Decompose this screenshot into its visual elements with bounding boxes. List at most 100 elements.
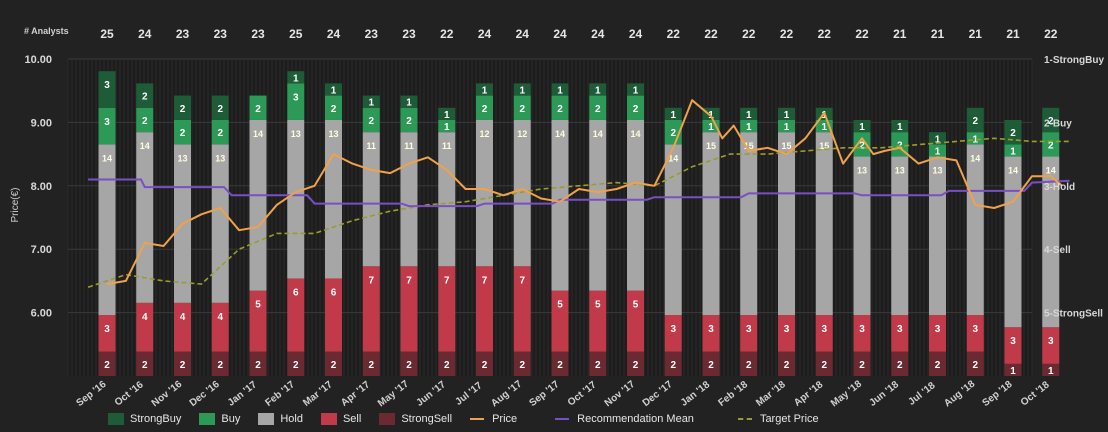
bar-strongbuy [362, 95, 380, 108]
bar-label-strongbuy: 2 [972, 116, 978, 127]
legend-buy[interactable]: Buy [199, 413, 240, 425]
bar-hold [249, 119, 267, 291]
legend-recommendation-mean[interactable]: Recommendation Mean [555, 413, 694, 425]
bar-buy [325, 95, 342, 120]
bar-label-sell: 3 [821, 324, 827, 335]
recommendation-axis-label: 1-StrongBuy [1044, 55, 1104, 66]
bar-hold [589, 119, 607, 291]
bar-sell [891, 315, 909, 352]
legend-strongbuy[interactable]: StrongBuy [108, 413, 181, 425]
bar-sell [438, 266, 456, 352]
bar-strongsell [589, 351, 607, 376]
bar-label-strongbuy: 2 [180, 104, 186, 115]
legend-line-price [470, 418, 485, 420]
bar-buy [929, 144, 946, 157]
bar-label-hold: 14 [1008, 166, 1018, 176]
bar-hold [513, 119, 531, 267]
analyst-count: 25 [289, 27, 303, 41]
bar-sell [627, 290, 644, 352]
bar-label-strongsell: 2 [897, 360, 903, 371]
bar-label-strongsell: 2 [368, 360, 374, 371]
bar-label-buy: 1 [972, 134, 978, 145]
legend-price[interactable]: Price [470, 413, 517, 425]
analyst-count: 24 [478, 27, 492, 41]
bar-hold [778, 132, 795, 316]
bar-strongsell [815, 351, 833, 376]
bar-hold [1004, 156, 1022, 328]
bar-strongsell [702, 351, 720, 376]
bar-hold [891, 156, 909, 316]
bar-label-hold: 11 [366, 141, 376, 151]
bar-strongsell [438, 351, 456, 376]
x-tick-label: Oct '18 [1019, 379, 1052, 408]
bar-buy [627, 95, 644, 120]
bar-sell [287, 278, 305, 352]
legend-label-buy: Buy [221, 413, 241, 425]
analyst-count: 23 [176, 27, 190, 41]
x-tick-label: Feb '17 [263, 379, 297, 409]
bar-buy [438, 119, 456, 133]
bar-label-hold: 13 [932, 166, 942, 176]
bar-label-buy: 1 [935, 146, 941, 157]
analysts-count-title: # Analysts [24, 26, 69, 36]
bar-label-strongsell: 2 [557, 360, 563, 371]
bar-label-strongsell: 2 [180, 360, 186, 371]
bar-strongsell [249, 351, 267, 376]
bar-buy [136, 107, 154, 133]
bar-strongbuy [476, 83, 493, 96]
bar-label-buy: 2 [406, 116, 412, 127]
bar-label-hold: 13 [857, 166, 867, 176]
bar-strongsell [853, 351, 871, 376]
legend-strongsell[interactable]: StrongSell [379, 413, 452, 425]
bar-label-strongsell: 2 [784, 360, 790, 371]
legend-sell[interactable]: Sell [320, 413, 362, 425]
bar-buy [98, 107, 116, 145]
bar-label-strongbuy: 1 [557, 85, 563, 96]
legend-label-sell: Sell [342, 413, 362, 425]
bar-label-sell: 3 [746, 324, 752, 335]
analyst-count: 22 [440, 27, 454, 41]
bar-label-strongsell: 1 [1010, 366, 1016, 377]
bar-label-strongbuy: 1 [746, 110, 752, 121]
analyst-count: 22 [704, 27, 718, 41]
bar-label-sell: 3 [670, 324, 676, 335]
bar-label-hold: 14 [593, 129, 603, 139]
bar-label-strongbuy: 1 [293, 73, 299, 84]
bar-label-hold: 14 [140, 141, 150, 151]
bar-strongsell [211, 351, 229, 376]
bar-strongsell [476, 351, 493, 376]
bar-label-hold: 13 [177, 153, 187, 163]
bar-label-hold: 12 [479, 129, 489, 139]
bar-label-hold: 13 [328, 129, 338, 139]
bar-buy [778, 119, 795, 133]
bar-hold [287, 119, 305, 279]
bar-strongsell [778, 351, 795, 376]
bar-label-strongsell: 2 [519, 360, 525, 371]
bar-label-sell: 6 [331, 287, 337, 298]
bar-label-strongbuy: 1 [331, 85, 337, 96]
bar-hold [627, 119, 644, 291]
bar-label-buy: 2 [142, 116, 148, 127]
bar-label-sell: 3 [784, 324, 790, 335]
x-tick-label: Aug '17 [489, 378, 524, 409]
bar-label-sell: 7 [482, 275, 488, 286]
bar-label-hold: 15 [744, 141, 754, 151]
analyst-count: 22 [667, 27, 681, 41]
bar-label-buy: 2 [595, 104, 601, 115]
legend-label-strongsell: StrongSell [401, 413, 453, 425]
x-tick-label: Mar '18 [754, 379, 788, 409]
bar-buy [174, 119, 191, 145]
bar-strongbuy [325, 83, 342, 96]
x-tick-label: Mar '17 [301, 379, 335, 409]
bar-label-buy: 1 [444, 122, 450, 133]
legend-label-hold: Hold [280, 413, 303, 425]
price-line [106, 99, 1063, 286]
legend-line-recommendation-mean [555, 418, 570, 420]
bar-buy [362, 107, 380, 133]
bar-sell [325, 278, 342, 352]
bar-label-buy: 3 [293, 92, 299, 103]
bar-strongbuy [778, 107, 795, 120]
legend-target-price[interactable]: Target Price [737, 413, 819, 425]
legend-hold[interactable]: Hold [258, 413, 303, 425]
